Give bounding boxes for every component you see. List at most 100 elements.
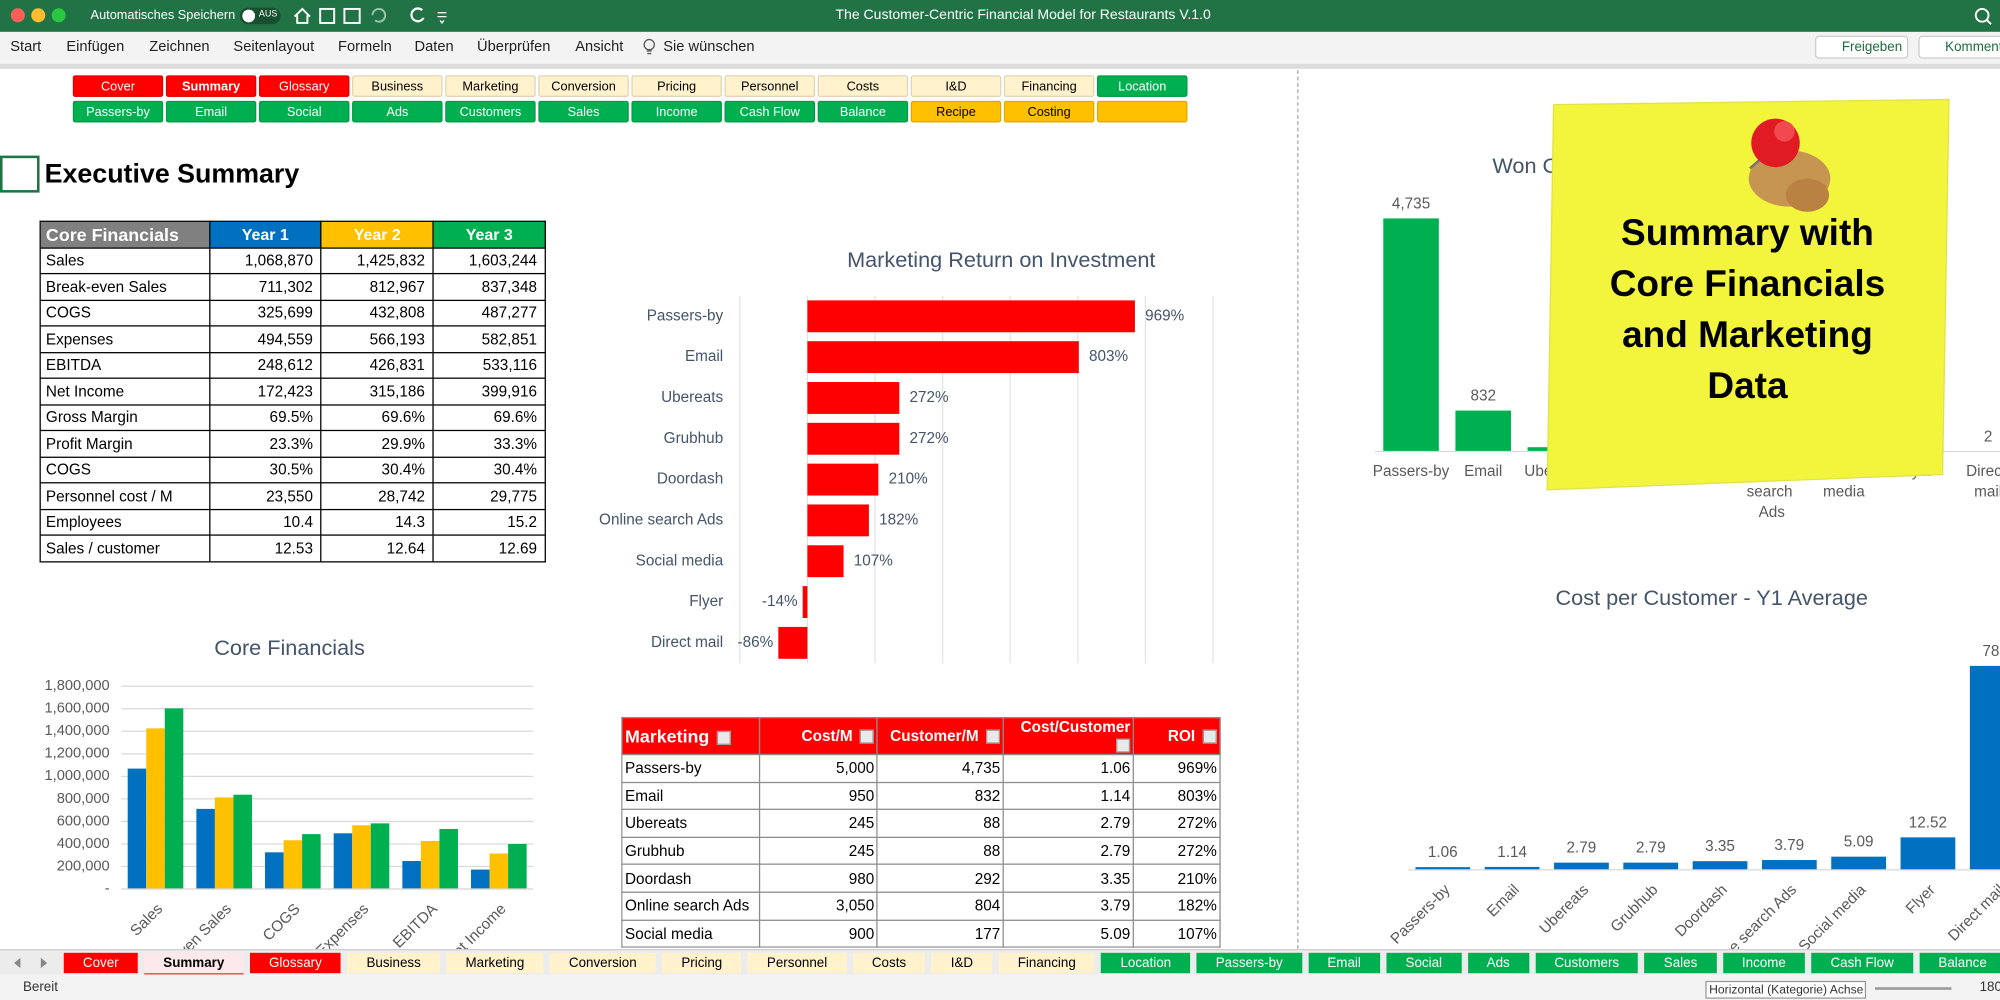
nav-button[interactable]: Summary: [165, 75, 257, 97]
sheet-tab[interactable]: Marketing: [446, 952, 544, 974]
nav-button[interactable]: Income: [631, 100, 722, 123]
nav-button[interactable]: Financing: [1003, 75, 1095, 97]
sheet-tab[interactable]: Ads: [1467, 952, 1529, 974]
save-icon[interactable]: [319, 7, 336, 24]
nav-button[interactable]: Costing: [1003, 100, 1095, 123]
home-icon[interactable]: [293, 7, 311, 24]
nav-button[interactable]: Passers-by: [72, 100, 164, 123]
filter-button[interactable]: [860, 730, 875, 745]
sheet-tab[interactable]: Passers-by: [1196, 952, 1302, 974]
search-icon[interactable]: [1972, 5, 1995, 28]
ribbon-tab[interactable]: Seitenlayout: [233, 39, 315, 55]
sheet-tab[interactable]: Financing: [998, 952, 1095, 974]
nav-button[interactable]: Recipe: [910, 100, 1002, 123]
tab-scroll[interactable]: [8, 954, 54, 972]
comments-button[interactable]: Kommentare: [1918, 35, 2000, 59]
y-tick-label: 600,000: [57, 813, 110, 829]
nav-button[interactable]: Costs: [817, 75, 909, 97]
close-button[interactable]: [10, 8, 25, 23]
nav-button[interactable]: Ads: [352, 100, 443, 123]
nav-button[interactable]: Pricing: [631, 75, 722, 97]
sheet-tab-active[interactable]: Summary: [144, 952, 244, 976]
filter-button[interactable]: [1116, 738, 1131, 753]
nav-button[interactable]: Cash Flow: [724, 100, 816, 123]
nav-button[interactable]: I&D: [910, 75, 1002, 97]
nav-button-empty[interactable]: [1096, 100, 1188, 123]
nav-button[interactable]: Glossary: [258, 75, 350, 97]
nav-button[interactable]: Personnel: [724, 75, 816, 97]
filter-button[interactable]: [1202, 730, 1217, 745]
ribbon-tab[interactable]: Daten: [414, 39, 454, 55]
redo-icon[interactable]: [410, 7, 425, 23]
value-cell: 3,050: [758, 891, 879, 921]
sheet-tab[interactable]: Sales: [1644, 952, 1717, 974]
filter-button[interactable]: [986, 730, 1001, 745]
sheet-tab[interactable]: Email: [1308, 952, 1381, 974]
ribbon-tab[interactable]: Zeichnen: [149, 39, 210, 55]
value-label: 2.79: [1636, 840, 1666, 857]
ribbon-tab[interactable]: Formeln: [338, 39, 392, 55]
value-cell: 172,423: [208, 377, 322, 405]
sheet-tab[interactable]: Glossary: [249, 952, 341, 974]
selected-cell[interactable]: [0, 155, 40, 193]
value-cell: 88: [876, 808, 1005, 838]
label-cell: Passers-by: [621, 753, 760, 783]
sheet-tab[interactable]: Business: [347, 952, 440, 974]
toggle-knob: [242, 9, 256, 23]
customize-icon[interactable]: [437, 12, 447, 25]
bar: [146, 728, 165, 890]
share-button[interactable]: Freigeben: [1815, 35, 1909, 59]
filter-button[interactable]: [716, 730, 732, 745]
zoom-slider[interactable]: [1874, 987, 1952, 990]
sheet-tab[interactable]: Location: [1101, 952, 1191, 974]
value-cell: 292: [876, 864, 1005, 893]
sheet-tab[interactable]: Balance: [1919, 952, 2000, 974]
ribbon-tab[interactable]: Überprüfen: [477, 39, 551, 55]
value-cell: 1,603,244: [432, 246, 546, 275]
value-cell: 3.35: [1002, 864, 1135, 893]
nav-button[interactable]: Balance: [817, 100, 909, 123]
nav-button[interactable]: Cover: [72, 75, 164, 97]
sheet-tab[interactable]: Costs: [852, 952, 926, 974]
tell-me[interactable]: Sie wünschen: [663, 39, 755, 55]
nav-button[interactable]: Business: [352, 75, 443, 97]
header-cell: Year 3: [432, 220, 546, 249]
chart-title: Marketing Return on Investment: [847, 247, 1155, 272]
sheet-tab[interactable]: Customers: [1535, 952, 1639, 974]
sheet-tab[interactable]: Cash Flow: [1811, 952, 1913, 974]
ribbon-tabs: Sie wünschen Freigeben Kommentare Start E…: [0, 31, 2000, 64]
value-label: 78.5: [1982, 643, 2000, 660]
status-bar: Bereit Horizontal (Kategorie) Achse 180%: [0, 974, 2000, 1000]
autosave-label: Automatisches Speichern: [90, 8, 236, 23]
nav-button[interactable]: Marketing: [445, 75, 536, 97]
nav-button[interactable]: Conversion: [538, 75, 629, 97]
ribbon-tab[interactable]: Einfügen: [66, 39, 125, 55]
table-row: Employees 10.4 14.3 15.2: [39, 508, 546, 536]
sheet-tab[interactable]: Social: [1386, 952, 1462, 974]
undo-icon[interactable]: [371, 7, 387, 23]
nav-button[interactable]: Email: [165, 100, 257, 123]
nav-button[interactable]: Location: [1096, 75, 1188, 97]
zoom-level: 180%: [1979, 979, 2000, 995]
sheet-tab[interactable]: Income: [1722, 952, 1805, 974]
nav-button[interactable]: Customers: [445, 100, 536, 123]
label-cell: Sales: [39, 246, 210, 275]
minimize-button[interactable]: [31, 8, 46, 23]
sheet-tab[interactable]: Cover: [63, 952, 138, 974]
label-cell: Net Income: [39, 377, 210, 405]
ribbon-tab[interactable]: Ansicht: [575, 39, 624, 55]
table-row: Personnel cost / M 23,550 28,742 29,775: [39, 482, 546, 510]
sheet-tab[interactable]: Conversion: [549, 952, 656, 974]
sheet-tab[interactable]: I&D: [931, 952, 993, 974]
table-row: Online search Ads 3,050 804 3.79 182%: [621, 891, 1221, 921]
y-tick-label: -: [105, 881, 110, 897]
nav-button[interactable]: Sales: [538, 100, 629, 123]
zoom-button[interactable]: [51, 8, 66, 23]
status-ready: Bereit: [22, 979, 58, 995]
table-row: Doordash 980 292 3.35 210%: [621, 864, 1221, 893]
nav-button[interactable]: Social: [258, 100, 350, 123]
ribbon-tab[interactable]: Start: [10, 39, 42, 55]
sheet-tab[interactable]: Pricing: [662, 952, 742, 974]
sheet-tab[interactable]: Personnel: [747, 952, 847, 974]
edit-icon[interactable]: [343, 7, 361, 24]
